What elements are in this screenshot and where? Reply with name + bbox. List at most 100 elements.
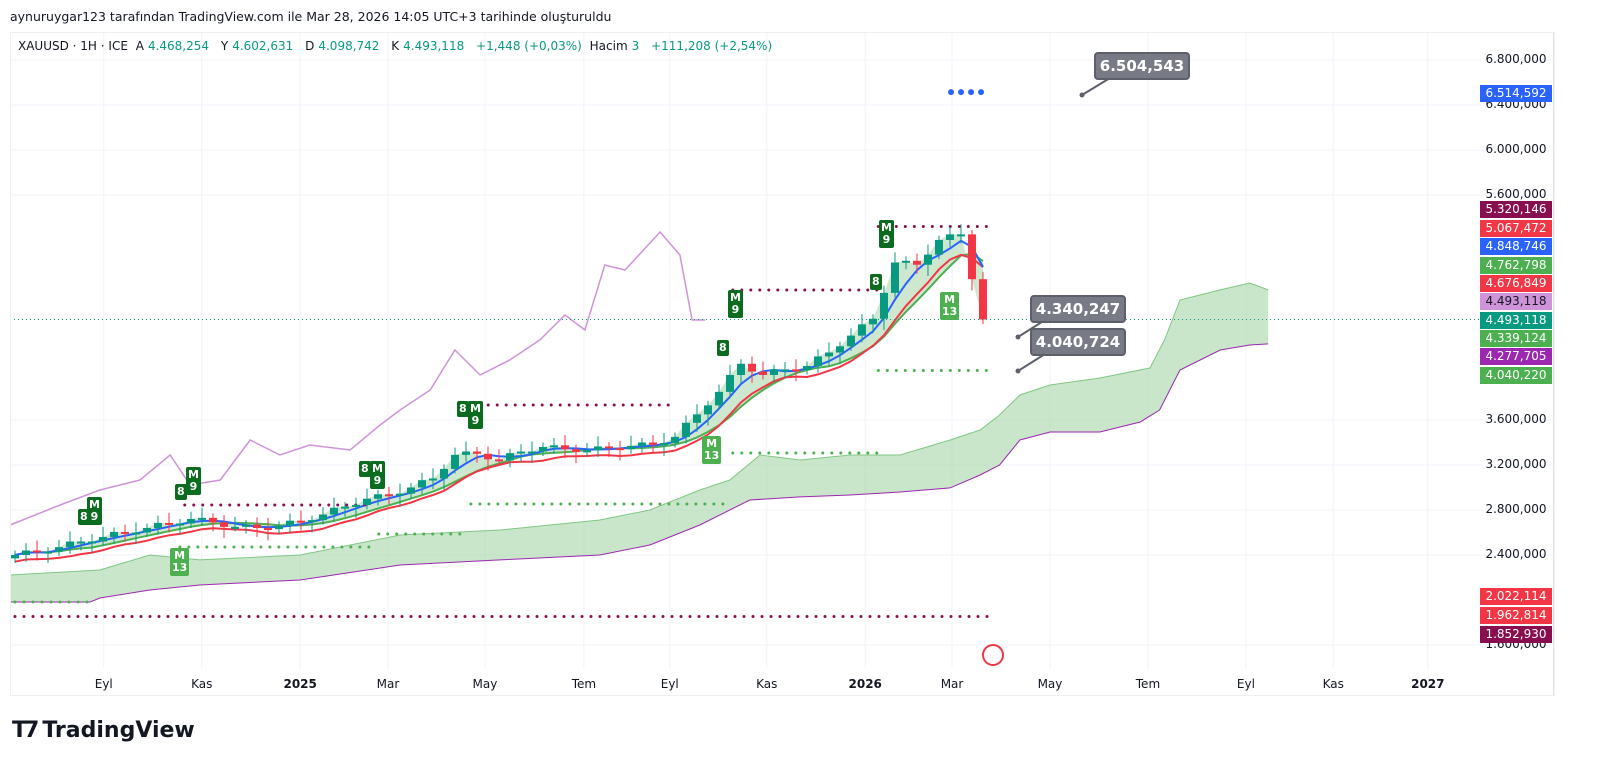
- time-tick: Mar: [940, 677, 964, 691]
- high-label: Y: [220, 39, 229, 53]
- candle-body: [637, 442, 646, 446]
- cloud-lower-line: [10, 343, 1269, 603]
- price-label: 1.852,930: [1480, 626, 1552, 643]
- symbol-legend: XAUUSD · 1H · ICE A 4.468,254 Y 4.602,631 …: [18, 39, 776, 53]
- price-callout[interactable]: 4.340,247: [1030, 295, 1126, 323]
- candle-body: [626, 445, 635, 450]
- candle-body: [21, 550, 30, 555]
- candle-body: [285, 520, 294, 526]
- price-label: 4.339,124: [1480, 330, 1552, 347]
- low-label: D: [305, 39, 315, 53]
- candle-body: [384, 494, 393, 497]
- callout-anchor: [1015, 334, 1021, 340]
- candle-body: [11, 554, 19, 559]
- td-count-badge: M 9: [468, 401, 483, 429]
- high-value: 4.602,631: [232, 39, 294, 53]
- price-label: 6.514,592: [1480, 85, 1552, 102]
- candle-body: [175, 523, 184, 526]
- time-tick: Mar: [376, 677, 400, 691]
- candle-body: [670, 436, 679, 444]
- candle-body: [461, 451, 470, 455]
- candle-body: [406, 487, 415, 494]
- price-axis-border: [1553, 32, 1554, 696]
- candle-body: [274, 525, 283, 530]
- candle-body: [241, 524, 250, 527]
- candle-body: [692, 414, 701, 423]
- price-tick: 2.400,000: [1485, 546, 1547, 561]
- td-count-badge: 8: [457, 401, 469, 417]
- time-tick: 2027: [1411, 677, 1445, 691]
- candle-body: [362, 498, 371, 505]
- candle-body: [318, 514, 327, 521]
- td-count-badge: 8: [359, 461, 371, 477]
- candle-body: [87, 541, 96, 544]
- candle-body: [186, 518, 195, 524]
- candle-body: [890, 262, 899, 293]
- candle-body: [516, 451, 525, 454]
- volume-length: 3: [631, 39, 640, 53]
- candle-body: [560, 445, 569, 450]
- candle-body: [208, 517, 217, 523]
- candle-body: [802, 365, 811, 370]
- candle-body: [725, 374, 734, 392]
- candle-body: [43, 551, 52, 554]
- tradingview-logo-icon: T7: [12, 718, 39, 743]
- callout-anchor: [1015, 368, 1021, 374]
- candle-body: [263, 527, 272, 530]
- candle-body: [252, 524, 261, 528]
- td-count-badge: M 13: [702, 436, 722, 464]
- time-tick: Tem: [571, 677, 597, 691]
- candle-body: [428, 478, 437, 481]
- candle-body: [934, 239, 943, 255]
- td-count-badge: 8: [870, 274, 882, 290]
- candle-body: [780, 369, 789, 372]
- candle-body: [527, 451, 536, 454]
- candle-body: [197, 517, 206, 520]
- price-tick: 2.800,000: [1485, 501, 1547, 516]
- candle-body: [593, 446, 602, 451]
- time-tick: May: [1037, 677, 1063, 691]
- price-callout[interactable]: 6.504,543: [1094, 52, 1190, 80]
- comparison-line: [9, 230, 706, 526]
- price-label: 1.962,814: [1480, 607, 1552, 624]
- candle-body: [329, 507, 338, 515]
- candle-body: [340, 506, 349, 509]
- candle-body: [65, 541, 74, 548]
- td-count-badge: 8: [175, 484, 187, 500]
- volume-label[interactable]: Hacim: [589, 39, 628, 53]
- candle-body: [648, 442, 657, 445]
- candle-body: [483, 453, 492, 460]
- candle-body: [164, 522, 173, 525]
- price-label: 2.022,114: [1480, 588, 1552, 605]
- price-label: 4.762,798: [1480, 257, 1552, 274]
- candle-body: [351, 504, 360, 507]
- candle-body: [615, 448, 624, 451]
- callout-pointer: [1081, 77, 1111, 96]
- price-label: 5.067,472: [1480, 220, 1552, 237]
- price-tick: 3.200,000: [1485, 456, 1547, 471]
- candle-body: [604, 446, 613, 449]
- price-tick: 5.600,000: [1485, 186, 1547, 201]
- snapshot-caption: aynuruygar123 tarafından TradingView.com…: [10, 9, 612, 24]
- open-label: A: [135, 39, 144, 53]
- candle-body: [703, 405, 712, 415]
- tradingview-logo[interactable]: T7 TradingView: [12, 718, 195, 743]
- symbol-name[interactable]: XAUUSD · 1H · ICE: [18, 39, 128, 53]
- price-callout[interactable]: 4.040,724: [1030, 328, 1126, 356]
- price-label: 5.320,146: [1480, 201, 1552, 218]
- candle-body: [945, 234, 954, 240]
- candle-body: [571, 449, 580, 453]
- candle-body: [681, 422, 690, 437]
- candle-body: [857, 324, 866, 336]
- blue-line: [14, 239, 984, 556]
- time-tick: Tem: [1135, 677, 1161, 691]
- time-tick: Eyl: [660, 677, 679, 691]
- candle-body: [824, 352, 833, 357]
- low-value: 4.098,742: [318, 39, 380, 53]
- time-tick: 2025: [283, 677, 317, 691]
- candle-body: [109, 531, 118, 537]
- td-count-badge: 8: [717, 340, 729, 356]
- candle-body: [505, 453, 514, 461]
- price-tick: 6.800,000: [1485, 52, 1547, 66]
